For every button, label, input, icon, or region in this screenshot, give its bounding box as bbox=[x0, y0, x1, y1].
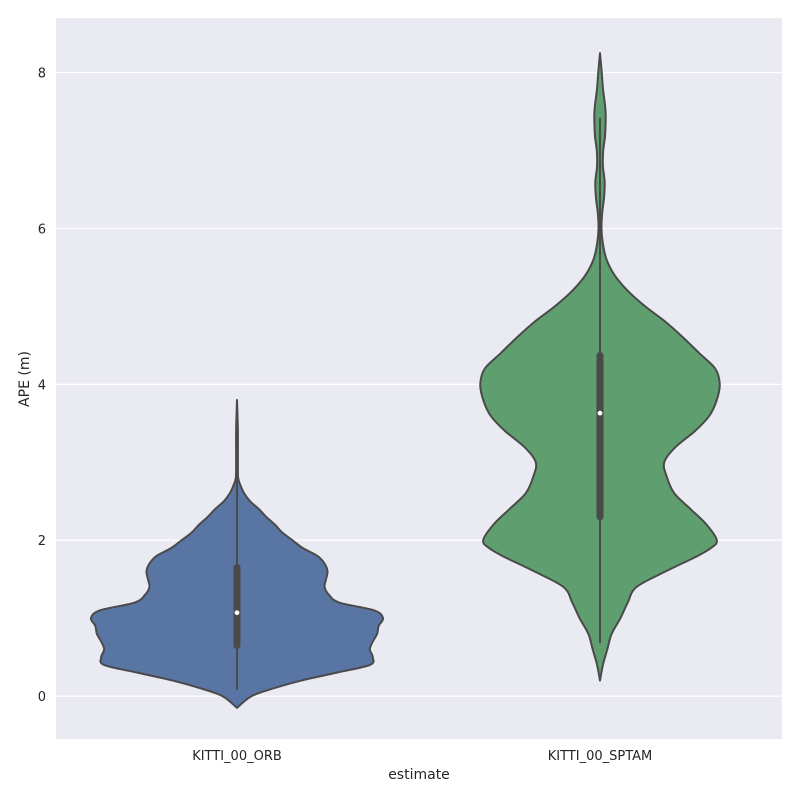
violin-kitti-00-sptam bbox=[479, 52, 721, 682]
x-tick-label: KITTI_00_SPTAM bbox=[548, 749, 653, 764]
y-tick-label: 4 bbox=[38, 378, 46, 393]
x-tick-label: KITTI_00_ORB bbox=[192, 749, 282, 764]
violin-kitti-00-orb bbox=[89, 398, 385, 709]
x-tick-labels: KITTI_00_ORB KITTI_00_SPTAM bbox=[192, 749, 652, 764]
x-axis-label: estimate bbox=[388, 767, 450, 783]
y-tick-label: 8 bbox=[38, 67, 46, 82]
violin-median-point bbox=[597, 410, 603, 416]
violin-median-point bbox=[234, 610, 240, 616]
y-tick-labels: 0 2 4 6 8 bbox=[38, 67, 46, 706]
y-tick-label: 6 bbox=[38, 222, 46, 237]
y-axis-label: APE (m) bbox=[17, 351, 33, 407]
y-tick-label: 2 bbox=[38, 534, 46, 549]
violins bbox=[89, 52, 721, 709]
y-tick-label: 0 bbox=[38, 690, 46, 705]
